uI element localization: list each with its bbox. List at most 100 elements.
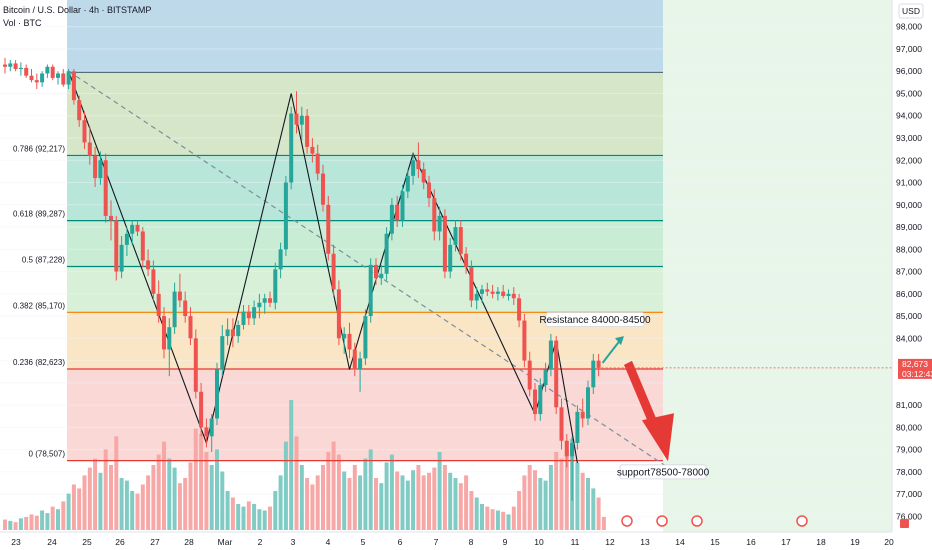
candle-body [51,67,55,78]
candle [104,154,108,223]
volume-bar [8,521,12,530]
candle-body [284,183,288,250]
volume-bar [443,465,447,530]
candle-body [581,412,585,419]
volume-bar [141,485,145,531]
candle-body [363,316,367,358]
volume-bar [348,478,352,530]
volume-bar [374,478,378,530]
candle-body [321,174,325,205]
volume-bar [231,498,235,531]
volume-bar [130,491,134,530]
fib-band-top [67,0,663,72]
volume-bar [591,488,595,530]
candle-body [416,160,420,169]
volume-bar [83,475,87,530]
volume-bar [544,481,548,530]
volume-bar [491,509,495,530]
volume-bar [136,494,140,530]
candle [24,65,28,78]
candle [326,196,330,261]
time-tick-label: 20 [884,537,894,547]
candle-body [533,390,537,414]
candle-body [522,321,526,361]
price-axis[interactable]: USD 76,000 77,000 78,000 79,000 80,000 81,000 8… [892,0,932,550]
price-tick-label: 80,000 [896,422,922,432]
price-tick-label: 98,000 [896,22,922,32]
candle-body [30,76,34,80]
candle [586,381,590,426]
time-tick-label: 27 [150,537,160,547]
candle-body [353,349,357,369]
time-tick-label: 9 [503,537,508,547]
candle-body [310,147,314,154]
candle-body [247,312,251,319]
candle-body [83,120,87,142]
candle-body [411,160,415,176]
volume-bar [448,473,452,530]
volume-bar [35,516,39,530]
volume-bar [517,491,521,530]
price-tick-label: 86,000 [896,289,922,299]
candle [385,227,389,280]
volume-bar [337,455,341,530]
volume-bar [19,518,23,530]
volume-bar [295,436,299,530]
volume-bar [173,468,177,530]
volume-bar [45,513,49,530]
candle-body [162,316,166,349]
price-tick-label: 78,000 [896,467,922,477]
candle [305,109,309,154]
volume-bar [178,483,182,530]
candle-body [242,312,246,325]
time-tick-label: 10 [534,537,544,547]
volume-bar [114,436,118,530]
candle-body [77,100,81,120]
price-tick-label: 79,000 [896,445,922,455]
candle-body [252,307,256,318]
candle [35,73,39,89]
candle-body [204,427,208,436]
candle-body [295,114,299,125]
volume-bar [93,459,97,531]
volume-bar [554,452,558,530]
volume-bar [332,442,336,530]
candle [575,405,579,450]
price-tick-label: 92,000 [896,155,922,165]
candle-body [178,292,182,301]
candle-body [183,301,187,317]
volume-bar [575,462,579,530]
candle-body [151,269,155,293]
candle-body [199,392,203,428]
time-tick-label: 28 [184,537,194,547]
volume-bar [310,485,314,531]
volume-bar [438,452,442,530]
volume-bar [353,465,357,530]
price-tick-label: 85,000 [896,311,922,321]
candle-body [316,154,320,174]
volume-bar [401,475,405,530]
candle-body [348,334,352,350]
time-tick-label: 19 [850,537,860,547]
volume-bar [242,507,246,530]
time-tick-label: 3 [291,537,296,547]
candle-body [300,116,304,125]
volume-bar [496,511,500,531]
candle [273,263,277,310]
candle [289,107,293,189]
candle-body [215,370,219,419]
volume-bar [98,473,102,530]
candle-body [496,292,500,294]
candle-body [374,265,378,278]
volume-bar [422,475,426,530]
candle-body [157,294,161,316]
event-flag-icon [657,516,667,526]
candle-body [591,361,595,388]
candle-body [141,231,145,260]
candle-body [120,245,124,272]
candle-body [263,298,267,302]
time-tick-label: 26 [115,537,125,547]
volume-bar [226,491,230,530]
volume-bar [533,470,537,530]
